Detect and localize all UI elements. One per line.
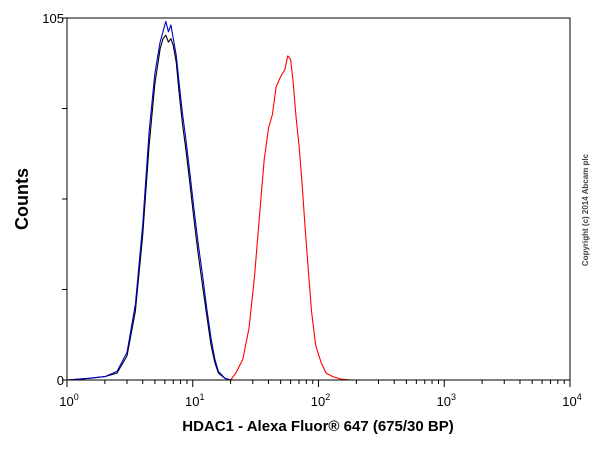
x-tick-label: 103	[437, 392, 456, 409]
x-tick-label: 100	[59, 392, 78, 409]
series-layer	[66, 20, 570, 381]
x-tick-label: 102	[311, 392, 330, 409]
x-axis: 100 101 102 103 104	[59, 380, 582, 409]
series-line-1	[66, 20, 570, 381]
plot-frame	[66, 17, 571, 381]
x-tick-label: 104	[562, 392, 581, 409]
y-tick-label: 105	[42, 11, 64, 26]
series-line-2	[67, 55, 570, 381]
x-axis-title: HDAC1 - Alexa Fluor® 647 (675/30 BP)	[182, 418, 453, 435]
y-axis: 0 105	[42, 11, 67, 388]
series-line-0	[66, 34, 570, 381]
y-axis-title: Counts	[12, 168, 32, 230]
x-tick-label: 101	[185, 392, 204, 409]
copyright-annotation: Copyright (c) 2014 Abcam plc	[581, 153, 590, 266]
y-tick-label: 0	[57, 373, 64, 388]
